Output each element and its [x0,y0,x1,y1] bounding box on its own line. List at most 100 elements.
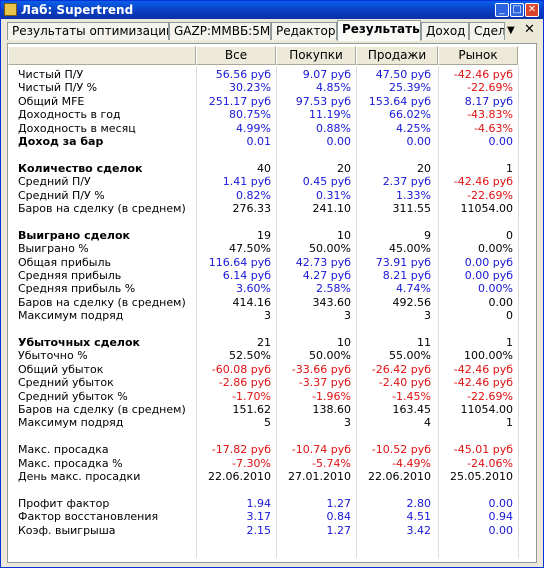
table-row: Фактор восстановления 3.17 0.84 4.51 0.94 [8,510,536,523]
tab-income[interactable]: Доход [421,22,469,40]
table-row: Убыточных сделок 21 10 11 1 [8,336,536,349]
cell-sells: 25.39% [389,81,431,95]
cell-all: 0.01 [246,135,272,148]
minimize-button[interactable]: _ [495,3,509,17]
tab-bar: Результаты оптимизации GAZP:MMBБ:5M Реда… [1,19,543,41]
cell-all: 0.82% [236,188,271,202]
tab-gazp-chart[interactable]: GAZP:MMBБ:5M [169,22,271,40]
cell-buys: 1.27 [326,496,352,510]
table-row: Средний убыток -2.86 руб -3.37 руб -2.40 ру… [8,376,536,389]
cell-buys: 10 [337,336,351,349]
cell-buys: 11.19% [309,108,351,122]
table-row: Профит фактор 1.94 1.27 2.80 0.00 [8,497,536,510]
row-label: Общий убыток [18,362,104,376]
row-label: Убыточно % [18,349,88,363]
cell-market: 11054.00 [460,202,514,215]
cell-all: 1.41 руб [222,175,271,189]
cell-all: 3 [264,309,271,323]
cell-all: 414.16 [232,295,272,309]
cell-sells: 0.00 [406,135,432,148]
header-market[interactable]: Рынок [438,46,518,65]
cell-sells: -1.45% [392,389,431,403]
cell-market: 8.17 руб [464,94,513,108]
cell-sells: 47.50 руб [375,68,431,81]
cell-sells: 73.91 руб [375,255,431,269]
cell-sells: 4.74% [396,282,431,296]
cell-buys: 97.53 руб [295,94,351,108]
tab-optimization-results[interactable]: Результаты оптимизации [7,22,169,40]
cell-buys: -10.74 руб [291,443,351,457]
cell-sells: 3 [424,309,431,323]
cell-buys: -5.74% [312,456,351,470]
table-row: Доходность в год 80.75% 11.19% 66.02% -43.83… [8,108,536,121]
cell-buys: 4.27 руб [302,269,351,282]
cell-sells: -2.40 руб [378,376,431,390]
results-table: Все Покупки Продажи Рынок Чистый П/У 56.5… [7,43,537,563]
cell-sells: 55.00% [389,349,431,363]
column-divider [196,66,197,558]
maximize-button[interactable]: □ [510,3,524,17]
tab-list-arrow-icon[interactable]: ▼ [507,25,515,36]
table-header: Все Покупки Продажи Рынок [8,44,536,66]
column-divider [356,66,357,558]
cell-buys: 50.00% [309,242,351,256]
table-row: Общая прибыль 116.64 руб 42.73 руб 73.91 ру… [8,256,536,269]
row-label: Фактор восстановления [18,510,159,524]
cell-market: -22.69% [467,81,513,95]
tab-trades[interactable]: Сдел [469,22,505,40]
cell-buys: 3 [344,309,351,323]
cell-all: 276.33 [232,202,272,215]
row-label: Доходность в год [18,108,121,122]
cell-buys: 0.31% [316,188,351,202]
cell-market: -4.63% [474,121,513,135]
column-divider [438,66,439,558]
table-row: Средний П/У 1.41 руб 0.45 руб 2.37 руб -42.4… [8,175,536,188]
table-row: Количество сделок 40 20 20 1 [8,162,536,175]
row-label: Доход за бар [18,135,104,148]
spacer-row [8,148,536,161]
cell-market: 25.05.2010 [450,470,513,483]
row-label: Баров на сделку (в среднем) [18,295,186,309]
cell-all: 47.50% [229,242,271,256]
cell-all: 3.17 [246,510,272,524]
row-label: Баров на сделку (в среднем) [18,202,186,215]
cell-all: -17.82 руб [211,443,271,457]
cell-all: 251.17 руб [208,94,271,108]
title-bar[interactable]: Лаб: Supertrend _ □ ✕ [1,1,543,19]
cell-all: 56.56 руб [215,68,271,81]
table-row: Общий убыток -60.08 руб -33.66 руб -26.42 р… [8,363,536,376]
cell-all: 5 [264,416,271,430]
cell-market: 0.00 руб [464,255,513,269]
row-label: Максимум подряд [18,416,124,430]
row-label: Выиграно сделок [18,228,131,242]
row-label: Убыточных сделок [18,336,141,349]
row-label: Максимум подряд [18,309,124,323]
row-label: Баров на сделку (в среднем) [18,403,186,416]
cell-market: 100.00% [464,349,513,363]
tab-close-icon[interactable]: ✕ [524,22,535,37]
table-row: Выиграно % 47.50% 50.00% 45.00% 0.00% [8,242,536,255]
cell-all: -2.86 руб [218,376,271,390]
cell-all: 22.06.2010 [208,470,271,483]
close-button[interactable]: ✕ [525,3,539,17]
cell-buys: 0.45 руб [302,175,351,189]
header-buys[interactable]: Покупки [276,46,356,65]
cell-market: 0.00% [478,282,513,296]
cell-market: -43.83% [467,108,513,122]
header-all[interactable]: Все [196,46,276,65]
cell-market: 0.00 [488,135,514,148]
tab-editor[interactable]: Редактор [271,22,337,40]
cell-market: 1 [506,416,513,430]
cell-sells: 3.42 [406,523,432,537]
window-title: Лаб: Supertrend [21,3,134,17]
header-sells[interactable]: Продажи [356,46,438,65]
cell-buys: 42.73 руб [295,255,351,269]
cell-sells: 8.21 руб [382,269,431,282]
row-label: Средний П/У [18,175,91,189]
cell-sells: 2.37 руб [382,175,431,189]
table-row: Коэф. выигрыша 2.15 1.27 3.42 0.00 [8,524,536,537]
tab-results[interactable]: Результаты [337,20,421,41]
cell-buys: 20 [337,161,351,175]
cell-market: 0.00 руб [464,269,513,282]
